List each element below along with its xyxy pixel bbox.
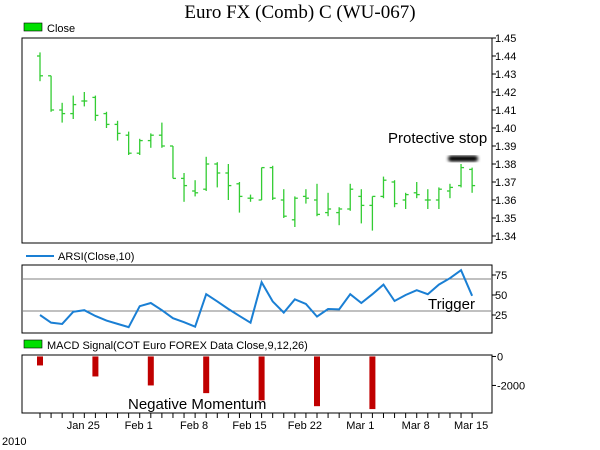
x-tick-label: Feb 15 (232, 420, 266, 432)
ohlc-bar (37, 52, 43, 82)
ohlc-bar (247, 194, 254, 202)
ohlc-bar (469, 167, 476, 193)
ohlc-bar (225, 164, 232, 200)
ohlc-bar (424, 189, 431, 209)
ohlc-bar (81, 92, 88, 107)
close-legend-swatch (23, 22, 43, 32)
arsi-legend-label: ARSI(Close,10) (58, 251, 134, 263)
x-tick-label: Feb 8 (180, 420, 208, 432)
price-tick-label: 1.43 (495, 69, 516, 81)
macd-legend-swatch (23, 339, 43, 349)
ohlc-bar (125, 131, 132, 155)
price-tick-label: 1.44 (495, 51, 516, 63)
ohlc-bar (192, 180, 199, 197)
ohlc-bar (380, 176, 387, 199)
arsi-tick-label: 75 (495, 270, 507, 282)
ohlc-bar (158, 122, 165, 148)
ohlc-bar (70, 95, 77, 119)
ohlc-bar (336, 207, 343, 226)
price-tick-label: 1.41 (495, 105, 516, 117)
arsi-line (39, 268, 474, 329)
ohlc-bar (291, 196, 298, 227)
macd-bar (147, 356, 154, 386)
ohlc-bar (302, 189, 309, 204)
x-tick-label: Feb 1 (125, 420, 153, 432)
year-label: 2010 (2, 436, 26, 448)
ohlc-bar (280, 189, 287, 218)
price-tick-label: 1.42 (495, 87, 516, 99)
ohlc-bar (391, 180, 398, 208)
macd-bar (92, 356, 99, 377)
arsi-tick-label: 50 (495, 290, 507, 302)
ohlc-bar (325, 192, 332, 217)
macd-bar (203, 356, 210, 394)
ohlc-bar (446, 183, 453, 199)
ohlc-bar (369, 195, 376, 231)
x-tick-label: Mar 1 (346, 420, 374, 432)
ohlc-bar (103, 111, 110, 128)
trigger-annotation: Trigger (428, 296, 475, 313)
protective-stop-annotation: Protective stop (388, 130, 487, 147)
ohlc-bar (358, 189, 365, 224)
ohlc-bar (435, 187, 442, 209)
ohlc-bar (59, 102, 66, 123)
ohlc-bar (402, 192, 409, 209)
arsi-tick-label: 25 (495, 310, 507, 322)
price-tick-label: 1.37 (495, 177, 516, 189)
price-tick-label: 1.38 (495, 159, 516, 171)
ohlc-bar (236, 182, 243, 213)
x-tick-label: Jan 25 (67, 420, 100, 432)
price-tick-label: 1.35 (495, 213, 516, 225)
macd-panel (21, 354, 493, 414)
price-tick-label: 1.40 (495, 123, 516, 135)
ohlc-bar (347, 183, 354, 211)
ohlc-bar (48, 75, 55, 112)
ohlc-bar (269, 165, 276, 200)
ohlc-bar (214, 162, 221, 188)
ohlc-bar (136, 138, 143, 155)
price-tick-label: 1.45 (495, 33, 516, 45)
ohlc-bar (114, 120, 121, 141)
negative-momentum-annotation: Negative Momentum (128, 396, 266, 413)
macd-bar (258, 356, 265, 401)
x-tick-label: Mar 15 (454, 420, 488, 432)
price-panel (21, 37, 493, 244)
macd-bar (314, 356, 320, 407)
x-tick-label: Mar 8 (402, 420, 430, 432)
ohlc-bar (147, 133, 154, 148)
price-tick-label: 1.36 (495, 195, 516, 207)
ohlc-bar (169, 145, 176, 180)
price-tick-label: 1.39 (495, 141, 516, 153)
ohlc-bar (314, 183, 320, 217)
macd-bar (37, 356, 43, 366)
price-tick-label: 1.34 (495, 231, 516, 243)
ohlc-bar (458, 164, 465, 188)
macd-bar (369, 356, 376, 410)
ohlc-bar (203, 156, 210, 191)
ohlc-bar (181, 173, 188, 202)
protective-stop-marker (448, 155, 478, 162)
macd-tick-label: -2000 (497, 380, 525, 392)
ohlc-bar (258, 166, 265, 201)
ohlc-bar (413, 182, 420, 199)
macd-tick-label: 0 (497, 351, 503, 363)
ohlc-bar (92, 95, 99, 121)
x-tick-label: Feb 22 (288, 420, 322, 432)
macd-legend-label: MACD Signal(COT Euro FOREX Data Close,9,… (47, 340, 308, 352)
close-legend-label: Close (47, 23, 75, 35)
chart-title: Euro FX (Comb) C (WU-067) (184, 2, 415, 23)
